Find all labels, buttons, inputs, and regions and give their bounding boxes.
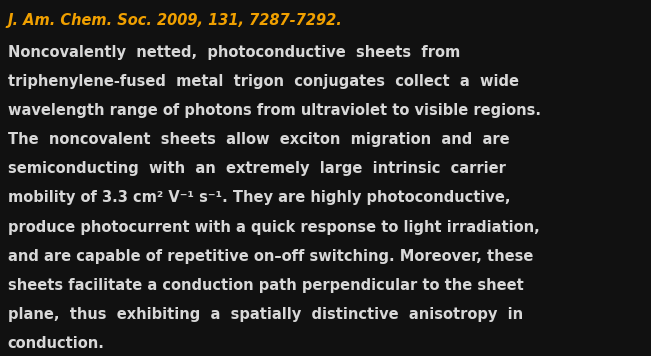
Text: Noncovalently  netted,  photoconductive  sheets  from: Noncovalently netted, photoconductive sh… [8, 44, 460, 59]
Text: semiconducting  with  an  extremely  large  intrinsic  carrier: semiconducting with an extremely large i… [8, 161, 506, 176]
Text: The  noncovalent  sheets  allow  exciton  migration  and  are: The noncovalent sheets allow exciton mig… [8, 132, 510, 147]
Text: wavelength range of photons from ultraviolet to visible regions.: wavelength range of photons from ultravi… [8, 103, 541, 118]
Text: sheets facilitate a conduction path perpendicular to the sheet: sheets facilitate a conduction path perp… [8, 278, 523, 293]
Text: produce photocurrent with a quick response to light irradiation,: produce photocurrent with a quick respon… [8, 220, 540, 235]
Text: mobility of 3.3 cm² V⁻¹ s⁻¹. They are highly photoconductive,: mobility of 3.3 cm² V⁻¹ s⁻¹. They are hi… [8, 190, 510, 205]
Text: plane,  thus  exhibiting  a  spatially  distinctive  anisotropy  in: plane, thus exhibiting a spatially disti… [8, 307, 523, 322]
Text: J. Am. Chem. Soc. 2009, 131, 7287-7292.: J. Am. Chem. Soc. 2009, 131, 7287-7292. [8, 13, 342, 28]
Text: and are capable of repetitive on–off switching. Moreover, these: and are capable of repetitive on–off swi… [8, 249, 533, 264]
Text: triphenylene-fused  metal  trigon  conjugates  collect  a  wide: triphenylene-fused metal trigon conjugat… [8, 74, 519, 89]
Text: conduction.: conduction. [8, 336, 105, 351]
